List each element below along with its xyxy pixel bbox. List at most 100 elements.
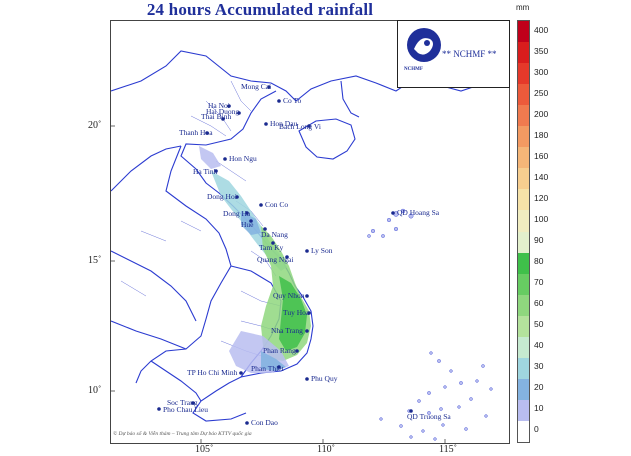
legend-swatch (518, 231, 529, 254)
credit-text: © Dự báo số & Viễn thám – Trung tâm Dự b… (113, 431, 252, 437)
province-lines (120, 80, 284, 360)
svg-text:Soc Trang: Soc Trang (167, 398, 198, 407)
place-thanh-hoa: Thanh Hoa (179, 128, 213, 137)
legend-swatch (518, 399, 529, 422)
place-phan-rang: Phan Rang (263, 346, 299, 355)
svg-text:QD Truong Sa: QD Truong Sa (407, 412, 451, 421)
svg-text:Da Nang: Da Nang (261, 230, 288, 239)
place-mong-cai: Mong Cai (241, 82, 271, 91)
legend-label: 70 (534, 277, 544, 288)
islands (367, 208, 493, 441)
place-dong-hoi: Dong Hoi (207, 192, 239, 201)
station-markers: Mong Cai Ha Noi Co To Hai Duong Hon Dau … (157, 82, 451, 427)
place-hon-ngu: Hon Ngu (223, 154, 257, 163)
svg-text:Quang Ngai: Quang Ngai (257, 255, 293, 264)
legend-swatch (518, 63, 529, 85)
place-quang-ngai: Quang Ngai (257, 255, 293, 264)
place-da-nang: Da Nang (261, 227, 288, 239)
place-phan-thiet: Phan Thiet (251, 364, 284, 373)
place-pho-chau-lieu: Pho Chau Lieu (157, 405, 208, 414)
place-ly-son: Ly Son (305, 246, 333, 255)
svg-text:Dong Ha: Dong Ha (223, 209, 251, 218)
svg-text:Hon Ngu: Hon Ngu (229, 154, 257, 163)
place-con-dao: Con Dao (245, 418, 278, 427)
place-qd-hoang-sa: QD Hoang Sa (391, 208, 440, 217)
legend-swatch (518, 126, 529, 148)
place-quy-nhon: Quy Nhon (273, 291, 309, 300)
legend-label: 0 (534, 424, 539, 435)
legend-label: 350 (534, 45, 549, 56)
svg-text:Con Dao: Con Dao (251, 418, 278, 427)
svg-text:Thai Binh: Thai Binh (201, 112, 231, 121)
legend-label: 40 (534, 340, 544, 351)
svg-text:Co To: Co To (283, 96, 302, 105)
place-ha-tinh: Ha Tinh (193, 167, 218, 176)
svg-text:Thanh Hoa: Thanh Hoa (179, 128, 213, 137)
legend-label: 300 (534, 66, 549, 77)
svg-text:Phu Quy: Phu Quy (311, 374, 338, 383)
rainfall-shading (199, 146, 311, 373)
place-qd-truong-sa: QD Truong Sa (407, 409, 451, 421)
lat-tick-20: 20˚ (88, 120, 102, 131)
legend-label: 20 (534, 382, 544, 393)
legend-label: 200 (534, 108, 549, 119)
borders (111, 50, 509, 422)
legend-unit: mm (516, 3, 530, 12)
svg-text:QD Hoang Sa: QD Hoang Sa (397, 208, 440, 217)
svg-text:TP Ho Chi Minh: TP Ho Chi Minh (187, 368, 238, 377)
place-tp-ho-chi-minh: TP Ho Chi Minh (187, 368, 243, 377)
place-con-co: Con Co (259, 200, 288, 209)
logo-name: NCHMF (404, 67, 423, 72)
legend-label: 250 (534, 87, 549, 98)
legend-swatch (518, 189, 529, 211)
place-dong-ha: Dong Ha (223, 209, 251, 218)
svg-text:Bach Long Vi: Bach Long Vi (279, 122, 321, 131)
place-co-to: Co To (277, 96, 302, 105)
svg-text:Quy Nhon: Quy Nhon (273, 291, 305, 300)
legend-swatch (518, 273, 529, 296)
place-nha-trang: Nha Trang (271, 326, 309, 335)
legend-label: 140 (534, 171, 549, 182)
legend-label: 30 (534, 361, 544, 372)
legend-swatch (518, 336, 529, 359)
svg-text:Con Co: Con Co (265, 200, 288, 209)
lat-tick-15: 15˚ (88, 255, 102, 266)
svg-text:Hue: Hue (241, 220, 254, 229)
svg-text:Dong Hoi: Dong Hoi (207, 192, 237, 201)
svg-text:Tuy Hoa: Tuy Hoa (283, 308, 310, 317)
legend-swatch (518, 42, 529, 64)
legend-label: 50 (534, 319, 544, 330)
place-bach-long-vi: Bach Long Vi (279, 122, 321, 131)
color-legend (517, 20, 530, 443)
legend-swatch (518, 357, 529, 380)
nchmf-logo-box: NCHMF ** NCHMF ** (397, 20, 510, 88)
place-hue: Hue (241, 219, 254, 229)
legend-swatch (518, 21, 529, 43)
legend-label: 120 (534, 192, 549, 203)
place-tuy-hoa: Tuy Hoa (283, 308, 311, 317)
place-tam-ky: Tam Ky (259, 241, 284, 252)
place-hon-dau: Hon Dau (264, 119, 298, 128)
svg-text:Hon Dau: Hon Dau (270, 119, 298, 128)
legend-label: 60 (534, 298, 544, 309)
legend-swatch (518, 420, 529, 443)
legend-swatch (518, 84, 529, 106)
svg-text:Pho Chau Lieu: Pho Chau Lieu (163, 405, 208, 414)
legend-label: 90 (534, 235, 544, 246)
place-hai-duong: Hai Duong (206, 107, 241, 116)
svg-text:Ly Son: Ly Son (311, 246, 333, 255)
legend-swatch (518, 252, 529, 275)
legend-label: 10 (534, 403, 544, 414)
legend-label: 100 (534, 213, 549, 224)
lon-tick-105: 105˚ (195, 444, 214, 455)
map-title: 24 hours Accumulated rainfall (146, 0, 374, 19)
svg-text:Mong Cai: Mong Cai (241, 82, 271, 91)
legend-swatch (518, 210, 529, 232)
place-phu-quy: Phu Quy (305, 374, 338, 383)
lon-tick-110: 110˚ (317, 444, 335, 455)
legend-label: 80 (534, 256, 544, 267)
svg-text:Ha Tinh: Ha Tinh (193, 167, 218, 176)
svg-text:Ha Noi: Ha Noi (208, 101, 230, 110)
nchmf-logo-icon (407, 28, 441, 62)
svg-text:Phan Rang: Phan Rang (263, 346, 296, 355)
